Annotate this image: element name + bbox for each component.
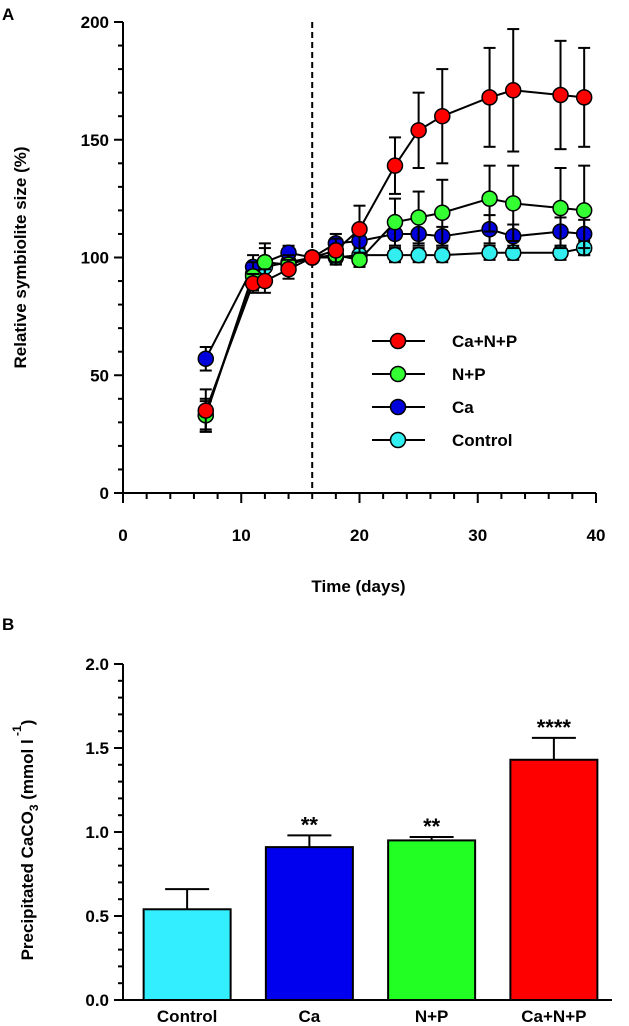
data-point (351, 220, 368, 238)
data-point (575, 89, 593, 106)
legend: Ca+N+P N+P Ca Control (372, 332, 517, 450)
panel-a-label: A (2, 5, 14, 24)
x-category-label: Control (157, 1007, 217, 1026)
significance-label: ** (301, 812, 319, 837)
significance-label: **** (537, 715, 572, 740)
y-axis-title: Precipitated CaCO3 (mmol l -1) (10, 720, 41, 961)
legend-label: Ca+N+P (452, 332, 517, 351)
data-point (410, 122, 427, 139)
y-tick-label: 1.0 (85, 823, 109, 842)
legend-marker (389, 365, 407, 383)
y-axis-title-part: ) (18, 720, 37, 726)
x-category-label: Ca+N+P (521, 1007, 586, 1026)
y-axis-title-part: (mmol l (18, 739, 37, 804)
x-tick-label: 30 (468, 526, 487, 545)
legend-marker (389, 398, 407, 416)
y-tick-label: 100 (81, 249, 109, 268)
series-n-p (197, 164, 593, 433)
data-point (410, 246, 427, 264)
bar (142, 908, 232, 1002)
legend-label: Control (452, 431, 512, 450)
data-point (434, 204, 451, 222)
y-tick-label: 0.0 (85, 991, 109, 1010)
y-axis-title-part: Precipitated CaCO (18, 811, 37, 960)
y-tick-label: 0.5 (85, 907, 109, 926)
data-point (575, 202, 593, 219)
data-point (256, 272, 274, 290)
series-ca-n-p (197, 28, 593, 433)
data-point (197, 402, 215, 419)
y-tick-label: 0 (100, 484, 109, 503)
bar-group-control: Control (142, 888, 232, 1026)
legend-marker (389, 332, 407, 350)
data-point (386, 157, 404, 174)
bar-group-ca: ** Ca (264, 812, 354, 1026)
bar (264, 846, 354, 1001)
data-point (280, 261, 297, 278)
data-point (386, 246, 404, 264)
y-tick-label: 50 (90, 366, 109, 385)
y-axis-title-part: -1 (10, 725, 24, 739)
data-point (552, 86, 569, 104)
legend-marker (389, 431, 407, 449)
y-tick-label: 200 (81, 13, 109, 32)
data-point (434, 246, 451, 264)
x-category-label: Ca (299, 1007, 321, 1026)
x-tick-label: 0 (118, 526, 127, 545)
y-tick-label: 1.5 (85, 739, 109, 758)
panel-a-line-chart: 0 50 100 150 200 0 10 20 30 40 Time (days) Relative… (11, 13, 605, 596)
significance-label: ** (423, 814, 441, 839)
data-point (386, 213, 404, 231)
panel-b-bar-chart: 0.0 0.5 1.0 1.5 2.0 Precipitated CaCO3 (mmol … (10, 655, 612, 1026)
y-axis-title-part: 3 (27, 804, 41, 811)
data-point (256, 253, 274, 271)
x-category-label: N+P (415, 1007, 449, 1026)
data-point (434, 107, 451, 125)
data-point (552, 199, 569, 217)
legend-label: N+P (452, 365, 486, 384)
bar-group-n-p: ** N+P (387, 814, 477, 1026)
data-point (351, 251, 368, 269)
data-point (197, 350, 215, 368)
x-axis-title: Time (days) (311, 577, 405, 596)
bar (509, 758, 599, 1002)
y-axis-title: Relative symbiolite size (%) (11, 146, 30, 368)
x-tick-label: 20 (350, 526, 369, 545)
panel-b-label: B (2, 615, 14, 634)
bar-group-ca-n-p: **** Ca+N+P (509, 715, 599, 1026)
data-point (504, 82, 522, 99)
bar (387, 839, 477, 1002)
data-point (504, 195, 522, 212)
y-tick-label: 2.0 (85, 655, 109, 674)
data-point (303, 249, 321, 266)
data-point (481, 244, 498, 262)
x-tick-label: 10 (232, 526, 251, 545)
data-point (327, 242, 345, 259)
data-point (481, 89, 498, 106)
data-point (481, 190, 498, 207)
y-tick-label: 150 (81, 131, 109, 150)
x-tick-label: 40 (587, 526, 606, 545)
data-point (410, 209, 427, 226)
legend-label: Ca (452, 398, 474, 417)
